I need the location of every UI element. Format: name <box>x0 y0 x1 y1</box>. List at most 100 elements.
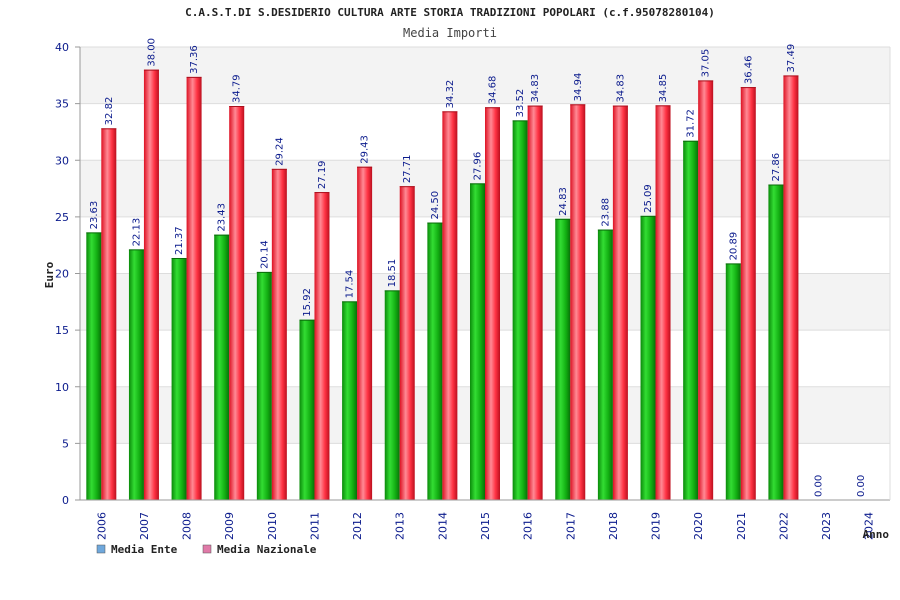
data-label: 34.32 <box>445 80 456 109</box>
data-label: 32.82 <box>104 97 115 126</box>
y-tick-label: 40 <box>55 41 69 54</box>
data-label: 31.72 <box>686 109 697 138</box>
bar-media-ente <box>128 249 144 500</box>
axes <box>75 46 891 501</box>
data-label: 34.83 <box>615 74 626 103</box>
bar-media-nazionale <box>314 192 330 501</box>
bar-media-ente <box>640 215 656 500</box>
x-tick-label: 2015 <box>479 512 492 540</box>
bar-media-ente <box>555 218 571 501</box>
data-label: 34.79 <box>232 74 243 103</box>
x-tick-label: 2019 <box>650 512 663 540</box>
legend-label: Media Nazionale <box>217 543 317 556</box>
x-tick-label: 2021 <box>735 512 748 540</box>
bar-media-ente <box>683 140 699 500</box>
data-label: 23.88 <box>600 198 611 227</box>
data-label: 20.89 <box>728 232 739 261</box>
y-tick-label: 10 <box>55 381 69 394</box>
bar-media-nazionale <box>143 69 159 501</box>
x-tick-label: 2008 <box>181 512 194 540</box>
y-tick-label: 20 <box>55 268 69 281</box>
data-label: 23.43 <box>217 203 228 232</box>
data-label: 21.37 <box>174 226 185 255</box>
data-label: 15.92 <box>302 288 313 317</box>
legend-label: Media Ente <box>111 543 178 556</box>
x-tick-label: 2016 <box>522 512 535 540</box>
data-label: 38.00 <box>146 38 157 67</box>
data-label: 18.51 <box>387 259 398 288</box>
bar-media-nazionale <box>570 104 586 500</box>
x-tick-label: 2012 <box>351 512 364 540</box>
x-tick-label: 2024 <box>863 512 876 540</box>
x-tick-label: 2018 <box>607 512 620 540</box>
data-label: 27.96 <box>473 152 484 181</box>
data-label: 34.83 <box>530 74 541 103</box>
bar-media-nazionale <box>740 87 756 500</box>
bar-media-ente <box>384 290 400 500</box>
x-tick-label: 2017 <box>564 512 577 540</box>
x-tick-labels: 2006 2007 2008 2009 2010 2011 2012 2013 2014 2015… <box>95 512 875 540</box>
y-tick-label: 5 <box>62 437 69 450</box>
legend-swatch <box>96 544 106 554</box>
x-tick-label: 2023 <box>820 512 833 540</box>
bar-media-nazionale <box>399 186 415 500</box>
y-tick-label: 30 <box>55 154 69 167</box>
data-label: 27.19 <box>317 160 328 189</box>
bar-media-nazionale <box>271 168 287 500</box>
chart-subtitle: Media Importi <box>403 26 497 40</box>
bar-media-ente <box>470 183 485 500</box>
bar-media-ente <box>725 263 741 500</box>
bar-media-ente <box>86 232 102 500</box>
bar-media-ente <box>427 222 443 500</box>
x-tick-label: 2011 <box>308 512 321 540</box>
bar-media-nazionale <box>357 166 373 500</box>
x-tick-label: 2006 <box>95 512 108 540</box>
data-label: 34.68 <box>488 76 499 105</box>
bar-media-ente <box>214 234 230 500</box>
data-label: 33.52 <box>515 89 526 118</box>
legend: Media Ente Media Nazionale <box>96 543 317 556</box>
chart-title: C.A.S.T.DI S.DESIDERIO CULTURA ARTE STOR… <box>185 6 715 19</box>
y-tick-label: 35 <box>55 98 69 111</box>
bar-media-nazionale <box>698 80 714 500</box>
x-tick-label: 2007 <box>138 512 151 540</box>
bar-media-nazionale <box>485 107 500 501</box>
data-label: 29.43 <box>360 135 371 164</box>
data-label: 0.00 <box>856 475 867 497</box>
x-tick-label: 2013 <box>394 512 407 540</box>
data-label: 34.94 <box>573 73 584 102</box>
bar-media-ente <box>256 271 272 500</box>
x-tick-label: 2022 <box>777 512 790 540</box>
bar-media-ente <box>342 301 358 500</box>
data-label: 27.71 <box>402 155 413 184</box>
data-label: 22.13 <box>131 218 142 247</box>
bar-media-nazionale <box>527 105 543 501</box>
bar-media-ente <box>512 120 528 501</box>
data-label: 37.36 <box>189 45 200 74</box>
bar-media-ente <box>768 184 784 500</box>
bar-media-nazionale <box>186 76 202 500</box>
data-label: 37.05 <box>701 49 712 78</box>
data-label: 29.24 <box>274 137 285 166</box>
x-tick-label: 2014 <box>436 512 449 540</box>
y-tick-label: 0 <box>62 494 69 507</box>
bar-media-ente <box>171 257 187 500</box>
legend-swatch <box>202 544 212 554</box>
bar-media-nazionale <box>229 106 245 501</box>
data-label: 27.86 <box>771 153 782 182</box>
bar-media-nazionale <box>612 105 628 501</box>
data-label: 25.09 <box>643 184 654 213</box>
x-tick-label: 2010 <box>266 512 279 540</box>
y-tick-labels: 0 5 10 15 20 25 30 35 40 <box>55 41 69 507</box>
data-label: 20.14 <box>259 240 270 269</box>
data-label: 24.83 <box>558 187 569 216</box>
x-axis-label: Anno <box>863 528 890 541</box>
bars <box>86 69 799 501</box>
bar-media-ente <box>597 229 613 500</box>
bar-media-nazionale <box>442 111 458 501</box>
data-label: 37.49 <box>786 44 797 73</box>
x-tick-label: 2009 <box>223 512 236 540</box>
data-label: 24.50 <box>430 191 441 220</box>
bar-media-ente <box>299 319 315 500</box>
